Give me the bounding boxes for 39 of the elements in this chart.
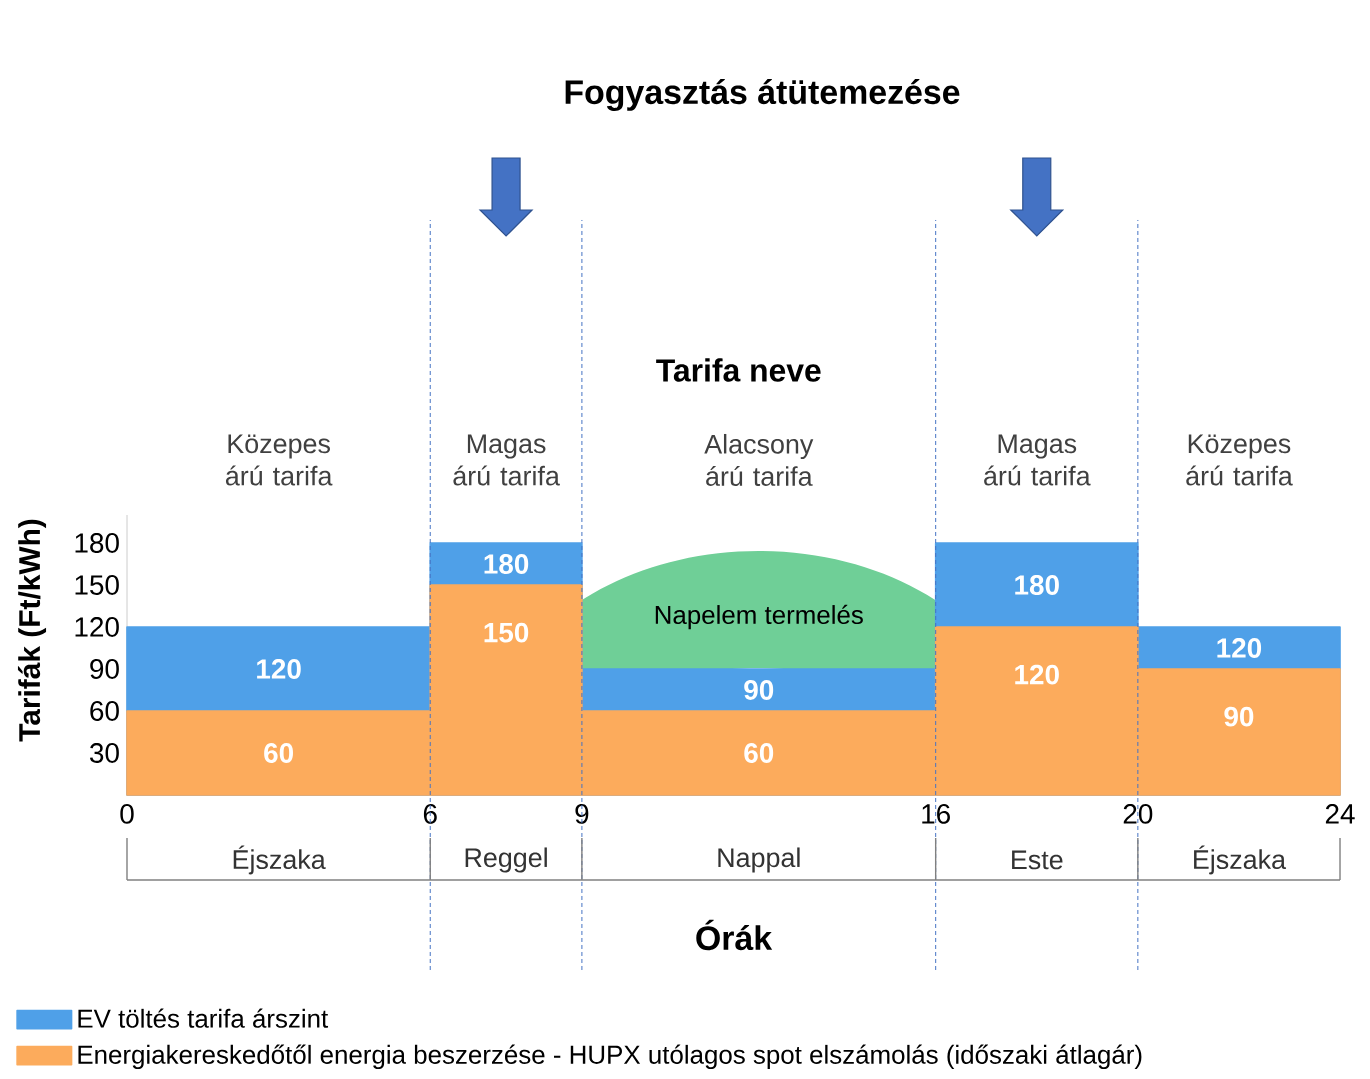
text: Közepes árú tarifa [225, 434, 333, 486]
y-tick-label: 60 [90, 701, 119, 721]
text: Reggel [465, 847, 547, 873]
legend-label: Energiakereskedőtől energia beszerzése - HUPX utólagos spot elszámolás (időszaki átlagár) [78, 1044, 1142, 1070]
annotation: 180 [484, 554, 529, 574]
text: Tarifa neve [656, 358, 821, 382]
annotation: 150 [484, 622, 529, 643]
text: Nappal [718, 847, 800, 873]
x-axis-title: Órák [696, 919, 773, 951]
y-tick-label: 30 [89, 743, 119, 763]
annotation: 60 [744, 743, 774, 763]
text: Magas árú tarifa [984, 434, 1091, 486]
x-tick-label: 16 [922, 804, 950, 824]
text: Alacsony árú tarifa [704, 433, 814, 486]
chart-title: Fogyasztás átütemezése [565, 78, 960, 112]
x-tick-label: 0 [120, 804, 134, 824]
x-tick-label: 6 [423, 804, 437, 824]
annotation: 120 [257, 659, 301, 679]
annotation: 180 [1015, 575, 1059, 595]
x-tick-label: 24 [1325, 804, 1355, 824]
annotation: 90 [744, 680, 774, 700]
text: Magas árú tarifa [453, 434, 560, 486]
annotation: 90 [1224, 706, 1254, 727]
y-tick-label: 150 [75, 575, 119, 595]
y-axis-title: Tarifák (Ft/kWh) [17, 519, 47, 742]
x-tick-label: 9 [575, 804, 589, 824]
text: Éjszaka [1194, 845, 1287, 875]
y-tick-label: 120 [75, 617, 119, 637]
y-tick-label: 180 [75, 533, 119, 553]
y-tick-label: 90 [90, 659, 119, 679]
annotation: 120 [1015, 664, 1059, 685]
annotation: 60 [264, 743, 293, 763]
text: Közepes árú tarifa [1186, 434, 1293, 486]
annotation: Napelem termelés [655, 604, 863, 630]
legend-label: EV töltés tarifa árszint [78, 1008, 329, 1028]
text: Este [1012, 850, 1063, 870]
text: Éjszaka [233, 845, 326, 875]
x-tick-label: 20 [1123, 804, 1153, 824]
annotation: 120 [1217, 638, 1262, 658]
